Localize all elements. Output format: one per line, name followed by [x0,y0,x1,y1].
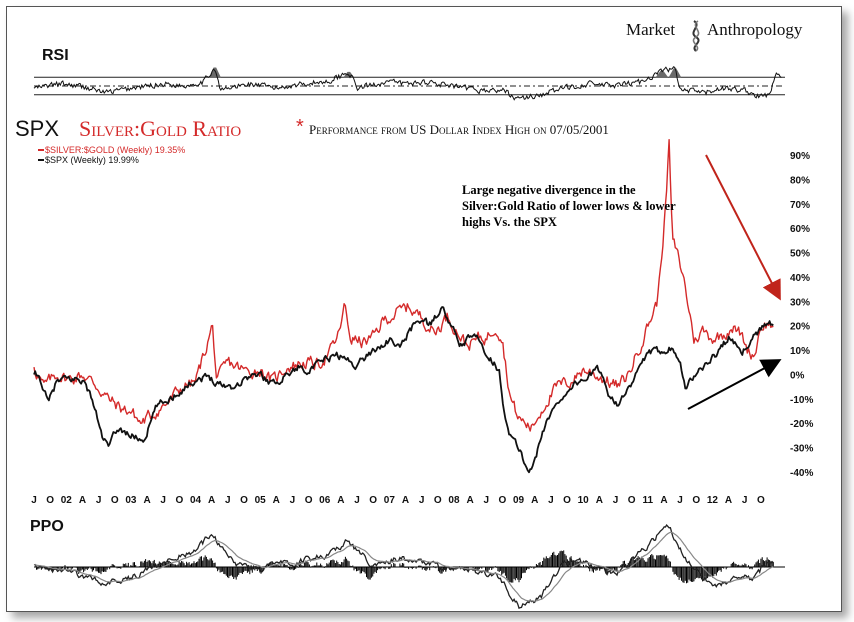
x-tick-label: A [337,495,344,506]
ppo-title: PPO [30,518,64,535]
annotation-box: Large negative divergence in the Silver:… [462,183,676,229]
x-tick-label: J [225,495,231,506]
x-tick-label: O [499,495,507,506]
y-tick-label: -10% [790,395,813,406]
x-tick-label: A [725,495,732,506]
y-tick-label: 60% [790,224,810,235]
x-tick-label: O [628,495,636,506]
x-tick-label: O [692,495,700,506]
x-tick-label: O [369,495,377,506]
x-tick-label: A [660,495,667,506]
x-tick-label: A [466,495,473,506]
rsi-overbought-fill [209,67,221,78]
x-tick-label: 11 [642,495,653,506]
x-tick-label: J [613,495,619,506]
main-chart: 90% 80% 70% 60% 50% 40% 30% 20% 10% 0% -10% -20% -30… [33,139,813,479]
x-tick-label: A [596,495,603,506]
brand-anthropology: Anthropology [707,20,803,39]
x-tick-label: O [46,495,54,506]
x-tick-label: 03 [125,495,137,506]
x-tick-label: 09 [513,495,525,506]
series-spx-line [33,306,774,474]
x-tick-label: A [208,495,215,506]
title-spx: SPX [15,116,59,141]
divergence-arrow-down [705,154,781,301]
y-tick-label: 70% [790,200,810,211]
ppo-panel [33,524,785,609]
x-tick-label: 10 [578,495,590,506]
x-tick-label: O [175,495,183,506]
x-tick-label: A [402,495,409,506]
y-tick-label: -40% [790,468,813,479]
x-tick-label: 08 [448,495,460,506]
x-tick-label: 07 [384,495,396,506]
x-tick-label: 04 [190,495,202,506]
x-tick-label: O [434,495,442,506]
x-tick-label: J [742,495,748,506]
x-tick-label: J [548,495,554,506]
y-tick-label: 20% [790,322,810,333]
title-subtitle: Performance from US Dollar Index High on… [309,122,609,137]
chart-svg: Market Anthropology RSI SPX Silver:Gold … [15,20,813,609]
rsi-line [33,66,782,101]
title-asterisk: * [296,116,304,138]
ppo-line [33,524,774,609]
x-tick-label: J [677,495,683,506]
legend: $SILVER:$GOLD (Weekly) 19.35% $SPX (Week… [38,145,185,165]
y-tick-label: 10% [790,346,810,357]
title-ratio: Silver:Gold Ratio [79,116,241,141]
x-tick-label: J [483,495,489,506]
x-tick-label: O [240,495,248,506]
y-tick-label: 0% [790,370,805,381]
y-tick-label: 30% [790,297,810,308]
rsi-title: RSI [42,47,69,64]
series-silver-gold-line [33,139,774,432]
x-tick-label: A [79,495,86,506]
y-tick-label: -20% [790,419,813,430]
x-tick-label: J [419,495,425,506]
rsi-panel [33,66,785,101]
ppo-signal-line [34,531,774,602]
dna-logo-icon [692,20,700,52]
x-tick-label: O [305,495,313,506]
chart-frame: Market Anthropology RSI SPX Silver:Gold … [6,6,842,612]
x-tick-label: A [531,495,538,506]
brand-market: Market [626,20,675,39]
legend-silver-gold: $SILVER:$GOLD (Weekly) 19.35% [45,145,185,155]
x-tick-label: A [273,495,280,506]
legend-spx: $SPX (Weekly) 19.99% [45,155,139,165]
y-tick-label: 80% [790,175,810,186]
x-tick-label: 06 [319,495,331,506]
x-tick-label: J [354,495,360,506]
y-tick-label: 50% [790,249,810,260]
x-tick-label: 05 [255,495,267,506]
x-tick-label: 02 [61,495,73,506]
x-tick-label: O [563,495,571,506]
y-tick-label: 40% [790,273,810,284]
x-tick-label: J [96,495,102,506]
y-tick-label: -30% [790,444,813,455]
divergence-arrow-up [687,359,782,410]
rsi-overbought-fill [655,70,669,78]
rsi-overbought-fill [668,68,682,78]
x-tick-label: J [31,495,37,506]
x-tick-label: J [160,495,166,506]
y-tick-label: 90% [790,151,810,162]
x-tick-label: J [290,495,296,506]
x-tick-label: A [143,495,150,506]
x-tick-label: O [757,495,765,506]
x-tick-label: O [111,495,119,506]
annotation-text: Large negative divergence in the Silver:… [462,183,676,229]
x-axis: J O 02 A J O 03 A J O 04 A J O 05 A J O 06 A J O 07 A J O 08 A J O 09 A… [31,495,765,506]
x-tick-label: 12 [707,495,719,506]
